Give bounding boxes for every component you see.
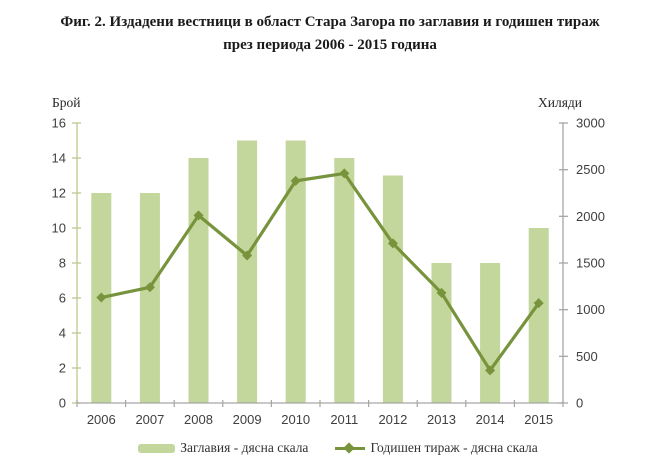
x-axis-label: 2008 (184, 412, 213, 427)
x-axis-label: 2013 (427, 412, 456, 427)
x-axis-label: 2015 (524, 412, 553, 427)
line-marker-2011 (339, 168, 350, 179)
line-marker-2010 (290, 175, 301, 186)
line-marker-2008 (193, 210, 204, 221)
chart-legend: Заглавия - дясна скала Годишен тираж - д… (16, 440, 660, 456)
line-marker-2012 (387, 238, 398, 249)
left-axis-tick-label: 0 (59, 396, 66, 411)
left-axis-tick-label: 16 (52, 116, 66, 131)
bar-2010 (285, 140, 306, 403)
bar-2012 (382, 175, 403, 403)
line-marker-2006 (96, 292, 107, 303)
x-axis-label: 2012 (378, 412, 407, 427)
line-marker-2007 (144, 282, 155, 293)
figure-title: Фиг. 2. Издадени вестници в област Стара… (0, 11, 660, 57)
legend-label-circulation: Годишен тираж - дясна скала (370, 440, 538, 455)
left-axis-tick-label: 4 (59, 326, 66, 341)
left-axis-tick-label: 12 (52, 186, 66, 201)
figure-title-line1: Фиг. 2. Издадени вестници в област Стара… (60, 14, 600, 30)
x-axis-label: 2009 (233, 412, 262, 427)
right-axis-tick-label: 2000 (576, 209, 605, 224)
right-axis-title: Хиляди (538, 95, 582, 110)
line-marker-2015 (533, 298, 544, 309)
x-axis-label: 2007 (135, 412, 164, 427)
bar-2014 (480, 263, 501, 403)
legend-item-titles: Заглавия - дясна скала (138, 440, 308, 456)
bar-2015 (528, 228, 549, 403)
bar-swatch-icon (138, 443, 176, 453)
line-marker-2009 (242, 250, 253, 261)
left-axis-tick-label: 8 (59, 256, 66, 271)
right-axis-tick-label: 1500 (576, 256, 605, 271)
right-axis-tick-label: 0 (576, 396, 583, 411)
right-axis-tick-label: 1000 (576, 302, 605, 317)
left-axis-tick-label: 2 (59, 361, 66, 376)
left-axis-tick-label: 10 (52, 221, 66, 236)
bar-2008 (188, 158, 209, 403)
line-swatch-icon (335, 441, 366, 454)
figure-title-line2: през периода 2006 - 2015 година (223, 37, 437, 53)
x-axis-label: 2006 (87, 412, 116, 427)
bar-2011 (334, 158, 355, 403)
left-axis-tick-label: 14 (52, 151, 66, 166)
line-marker-2014 (485, 365, 496, 376)
bar-2009 (237, 140, 258, 403)
bar-2007 (139, 193, 160, 403)
x-axis-label: 2010 (281, 412, 310, 427)
x-axis-label: 2011 (330, 412, 358, 427)
legend-item-circulation: Годишен тираж - дясна скала (335, 440, 538, 456)
x-axis-label: 2014 (476, 412, 505, 427)
left-axis-title: Брой (52, 95, 80, 110)
right-axis-tick-label: 2500 (576, 162, 605, 177)
circulation-line (100, 171, 540, 372)
legend-label-titles: Заглавия - дясна скала (180, 440, 309, 455)
left-axis-tick-label: 6 (59, 291, 66, 306)
line-marker-2013 (436, 287, 447, 298)
right-axis-tick-label: 500 (576, 349, 598, 364)
right-axis-tick-label: 3000 (576, 116, 605, 131)
